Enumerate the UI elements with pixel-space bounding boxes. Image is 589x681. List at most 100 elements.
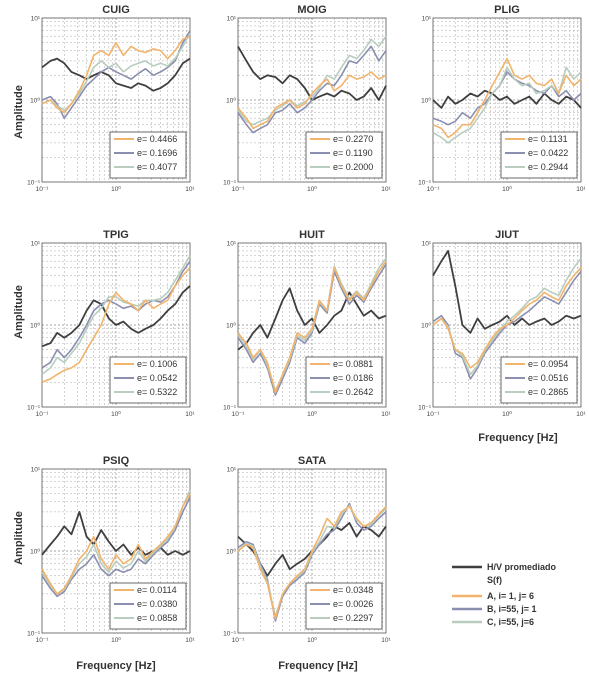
error-legend: e= 0.0114 e= 0.0380 e= 0.0858 [109, 582, 187, 630]
error-value: e= 0.0516 [528, 373, 568, 383]
error-legend: e= 0.2270 e= 0.1190 e= 0.2000 [305, 131, 383, 179]
error-value: e= 0.0186 [333, 373, 373, 383]
legend-hv-label: H/V promediado [487, 562, 557, 572]
series-line-hv [432, 89, 582, 109]
error-value: e= 0.1006 [137, 359, 177, 369]
series-line-hv [41, 57, 191, 92]
y-tick-label: 10⁰ [30, 97, 40, 105]
y-tick-label: 10⁻¹ [27, 180, 41, 187]
y-tick-label: 10¹ [422, 241, 432, 248]
error-value: e= 0.0348 [333, 585, 373, 595]
series-line-a [432, 267, 582, 369]
error-value: e= 0.0380 [137, 599, 177, 609]
y-tick-label: 10⁰ [226, 548, 236, 556]
x-tick-label: 10⁰ [111, 185, 121, 193]
series-line-hv [41, 285, 191, 348]
panel-title: PSIQ [103, 455, 130, 467]
series-line-hv [237, 287, 387, 351]
y-tick-label: 10⁰ [30, 322, 40, 330]
series-line-b [41, 497, 191, 598]
y-tick-label: 10⁻¹ [223, 631, 237, 638]
error-legend: e= 0.4466 e= 0.1696 e= 0.4077 [109, 131, 187, 179]
series-line-b [237, 45, 387, 134]
series-line-hv [41, 510, 191, 556]
y-tick-label: 10⁰ [421, 322, 431, 330]
legend-s-label: S(f) [487, 575, 502, 585]
error-value: e= 0.1131 [528, 134, 568, 144]
x-tick-label: 10⁰ [307, 185, 317, 193]
error-value: e= 0.1190 [333, 148, 373, 158]
y-tick-label: 10⁻¹ [418, 180, 432, 187]
y-tick-label: 10¹ [227, 16, 237, 23]
y-tick-label: 10¹ [227, 241, 237, 248]
series-line-a [41, 493, 191, 595]
x-tick-label: 10⁻¹ [36, 411, 50, 418]
x-tick-label: 10¹ [185, 637, 195, 644]
axes-frame [237, 17, 387, 183]
panel-sata: 10⁻¹10⁻¹ 10⁰ 10⁰ 10¹ 10¹ SATA e= 0.0348 e= 0.00… [223, 455, 391, 644]
legend-c-label: C, i=55, j=6 [487, 617, 534, 627]
series-line-a [432, 57, 582, 139]
x-tick-label: 10⁻¹ [232, 411, 246, 418]
y-tick-label: 10¹ [227, 467, 237, 474]
panel-psiq: 10⁻¹10⁻¹ 10⁰ 10⁰ 10¹ 10¹ PSIQ e= 0.0114 e= 0.03… [27, 455, 195, 644]
legend-b-label: B, i=55, j= 1 [487, 604, 537, 614]
x-tick-label: 10¹ [381, 186, 391, 193]
error-value: e= 0.1696 [137, 148, 177, 158]
panel-title: SATA [298, 455, 326, 467]
x-tick-label: 10¹ [185, 186, 195, 193]
error-legend-box [109, 131, 187, 179]
x-tick-label: 10⁰ [502, 185, 512, 193]
y-tick-label: 10⁰ [30, 548, 40, 556]
series-line-a [41, 35, 191, 114]
xlabel-psiq: Frequency [Hz] [76, 660, 156, 672]
error-legend: e= 0.1006 e= 0.0542 e= 0.5322 [109, 356, 187, 404]
y-tick-label: 10⁻¹ [27, 405, 41, 412]
y-tick-label: 10⁻¹ [223, 405, 237, 412]
x-tick-label: 10⁻¹ [427, 186, 441, 193]
series-line-a [41, 267, 191, 384]
panel-huit: 10⁻¹10⁻¹ 10⁰ 10⁰ 10¹ 10¹ HUIT e= 0.0881 e= 0.01… [223, 229, 391, 418]
x-tick-label: 10⁰ [307, 636, 317, 644]
error-legend: e= 0.0348 e= 0.0026 e= 0.2297 [305, 582, 383, 630]
series-line-b [41, 30, 191, 119]
error-value: e= 0.0422 [528, 148, 568, 158]
panel-moig: 10⁻¹10⁻¹ 10⁰ 10⁰ 10¹ 10¹ MOIG e= 0.2270 e= 0.11… [223, 4, 391, 193]
series-line-a [237, 505, 387, 620]
error-legend: e= 0.1131 e= 0.0422 e= 0.2944 [500, 131, 578, 179]
x-tick-label: 10⁰ [111, 636, 121, 644]
panel-jiut: 10⁻¹10⁻¹ 10⁰ 10⁰ 10¹ 10¹ JIUT e= 0.0954 e= 0.05… [418, 229, 586, 418]
panel-title: PLIG [494, 4, 520, 16]
error-value: e= 0.0114 [137, 585, 177, 595]
ylabel-row-1: Amplitude [13, 85, 25, 139]
panel-title: HUIT [299, 229, 325, 241]
y-tick-label: 10⁻¹ [27, 631, 41, 638]
error-legend: e= 0.0954 e= 0.0516 e= 0.2865 [500, 356, 578, 404]
series-line-c [41, 32, 191, 111]
y-tick-label: 10⁻¹ [223, 180, 237, 187]
error-value: e= 0.2297 [333, 613, 373, 623]
panel-title: CUIG [102, 4, 130, 16]
error-value: e= 0.2270 [333, 134, 373, 144]
error-value: e= 0.0954 [528, 359, 568, 369]
series-line-b [237, 263, 387, 396]
error-value: e= 0.2642 [333, 387, 373, 397]
error-value: e= 0.4077 [137, 162, 177, 172]
panel-plig: 10⁻¹10⁻¹ 10⁰ 10⁰ 10¹ 10¹ PLIG e= 0.1131 e= 0.04… [418, 4, 586, 193]
axes-frame [237, 242, 387, 408]
x-tick-label: 10¹ [381, 637, 391, 644]
x-tick-label: 10¹ [185, 411, 195, 418]
xlabel-sata: Frequency [Hz] [278, 660, 358, 672]
series-legend: H/V promediado S(f) A, i= 1, j= 6 B, i=5… [452, 562, 557, 627]
y-tick-label: 10¹ [31, 16, 41, 23]
x-tick-label: 10⁻¹ [232, 186, 246, 193]
y-tick-label: 10⁰ [226, 97, 236, 105]
y-tick-label: 10¹ [31, 467, 41, 474]
panel-title: TPIG [103, 229, 129, 241]
y-tick-label: 10¹ [31, 241, 41, 248]
error-value: e= 0.0026 [333, 599, 373, 609]
panel-title: JIUT [495, 229, 519, 241]
error-value: e= 0.2944 [528, 162, 568, 172]
